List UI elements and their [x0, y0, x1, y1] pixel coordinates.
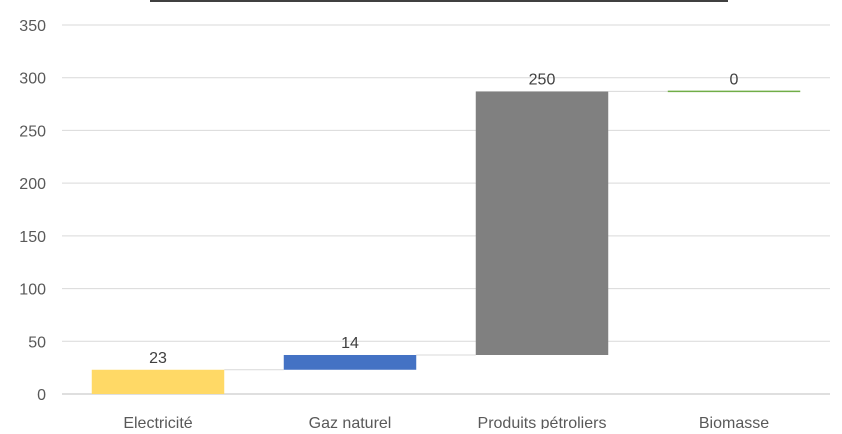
x-tick-label: Gaz naturel: [309, 415, 392, 429]
connector-lines: [224, 90, 668, 371]
x-tick-label: Biomasse: [699, 415, 769, 429]
bars: [91, 90, 801, 394]
bar: [475, 91, 609, 355]
y-tick-label: 200: [19, 176, 46, 193]
y-tick-label: 50: [28, 334, 46, 351]
y-tick-label: 300: [19, 71, 46, 88]
x-tick-label: Electricité: [123, 415, 192, 429]
x-tick-label: Produits pétroliers: [478, 415, 607, 429]
y-tick-label: 350: [19, 18, 46, 35]
y-tick-label: 250: [19, 123, 46, 140]
bar: [91, 369, 225, 394]
data-label: 14: [341, 335, 359, 352]
data-label: 23: [149, 350, 167, 367]
data-label: 0: [730, 71, 739, 88]
gridlines: [62, 24, 830, 395]
data-label: 250: [529, 71, 556, 88]
x-axis: Electricité Gaz naturel Produits pétrolier…: [123, 415, 769, 432]
y-tick-label: 0: [37, 387, 46, 404]
y-axis: 0 50 100 150 200 250 300 350: [19, 18, 46, 404]
bar: [283, 354, 417, 370]
y-tick-label: 150: [19, 229, 46, 246]
data-labels: 23 14 250 0: [149, 71, 738, 366]
y-tick-label: 100: [19, 282, 46, 299]
